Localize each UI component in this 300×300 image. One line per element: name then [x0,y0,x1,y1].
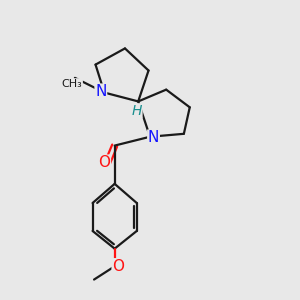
Text: O: O [98,155,110,170]
Text: N: N [148,130,159,145]
Text: H: H [132,104,142,118]
Text: N: N [95,84,106,99]
Text: O: O [112,259,124,274]
Text: CH₃: CH₃ [61,79,82,89]
